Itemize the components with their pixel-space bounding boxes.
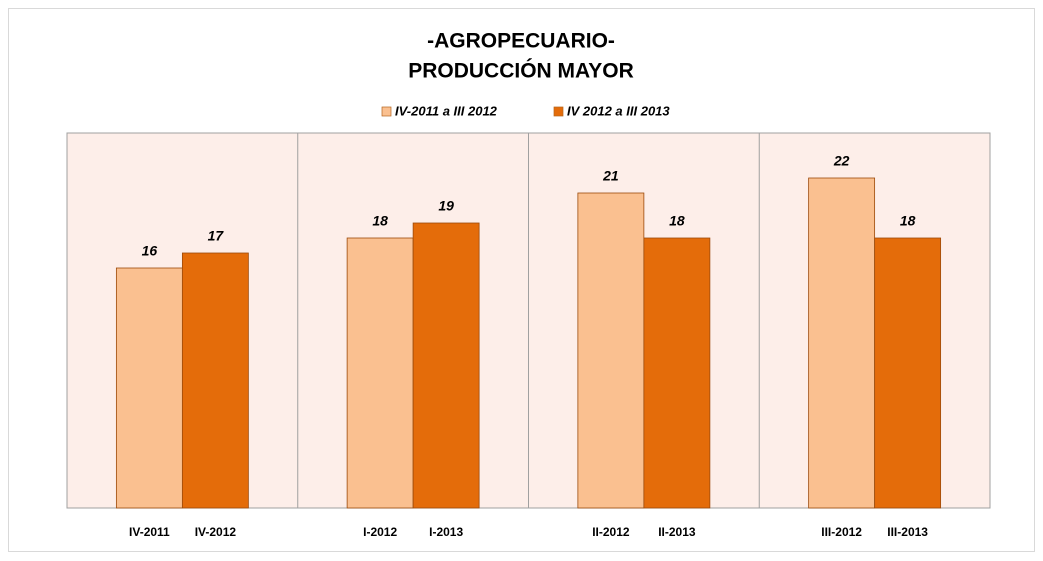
data-label: 18 [900, 213, 916, 229]
legend-label: IV 2012 a III 2013 [567, 103, 670, 118]
bar [181, 252, 249, 509]
chart-title: -AGROPECUARIO- [427, 30, 615, 53]
bar [874, 237, 942, 509]
data-label: 18 [669, 213, 685, 229]
legend-swatch [553, 106, 564, 117]
bar [808, 177, 876, 509]
data-label: 17 [208, 228, 225, 244]
data-label: 18 [372, 213, 388, 229]
data-label: 19 [438, 198, 454, 214]
x-tick-label: IV-2011 [129, 525, 170, 539]
chart-subtitle: PRODUCCIÓN MAYOR [408, 59, 634, 83]
bar [643, 237, 711, 509]
bar [577, 192, 645, 509]
x-tick-label: II-2012 [592, 525, 630, 539]
bar [346, 237, 414, 509]
x-tick-label: III-2013 [887, 525, 928, 539]
legend-label: IV-2011 a III 2012 [395, 103, 498, 118]
x-tick-label: I-2013 [429, 525, 463, 539]
data-label: 16 [142, 243, 158, 259]
x-tick-label: I-2012 [363, 525, 397, 539]
x-tick-label: III-2012 [821, 525, 862, 539]
x-tick-label: IV-2012 [195, 525, 237, 539]
bar [412, 222, 480, 509]
legend-swatch [381, 106, 392, 117]
x-tick-label: II-2013 [658, 525, 696, 539]
data-label: 22 [833, 153, 850, 169]
bar [115, 267, 183, 509]
data-label: 21 [602, 168, 619, 184]
